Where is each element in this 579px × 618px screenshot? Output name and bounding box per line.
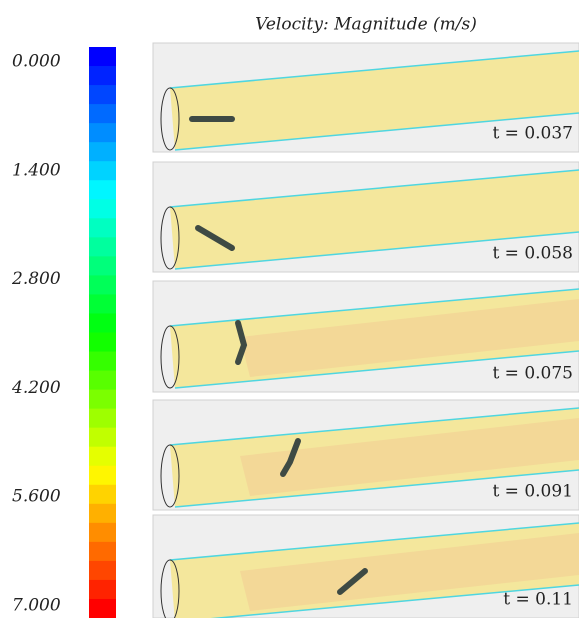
colorbar-segment — [89, 522, 116, 543]
pipe-edge — [174, 350, 579, 389]
colorbar-segment — [89, 465, 116, 486]
panels: t = 0.037 t = 0.058 t = 0.075 t = 0.091 t = … — [152, 42, 579, 618]
colorbar-segment — [89, 237, 116, 257]
pipe-edge — [169, 407, 579, 446]
pipe-edge — [174, 469, 579, 508]
colorbar-segment — [89, 408, 116, 429]
colorbar-tick-label: 2.800 — [11, 269, 61, 289]
time-label: t = 0.058 — [492, 244, 573, 264]
particle — [195, 225, 235, 251]
figure-title: Velocity: Magnitude (m/s) — [255, 15, 477, 35]
time-label: t = 0.037 — [492, 124, 573, 144]
colorbar-segment — [89, 256, 116, 276]
particle — [235, 320, 248, 365]
pipe-edge — [174, 231, 579, 270]
colorbar-segment — [89, 332, 116, 353]
flow-wake — [240, 418, 579, 496]
panel: t = 0.11 — [152, 514, 579, 618]
pipe-inlet — [160, 325, 180, 389]
colorbar-segment — [89, 104, 116, 124]
colorbar: 0.000 1.400 2.800 4.200 5.600 7.000 — [11, 47, 116, 618]
panel: t = 0.075 — [152, 280, 579, 393]
flow-wake — [240, 533, 579, 611]
colorbar-segment — [89, 66, 116, 86]
colorbar-segment — [89, 199, 116, 219]
colorbar-segment — [89, 47, 116, 67]
colorbar-tick-label: 1.400 — [12, 160, 61, 180]
colorbar-segment — [89, 142, 116, 162]
colorbar-segment — [89, 351, 116, 372]
pipe-inlet — [160, 559, 180, 618]
time-label: t = 0.091 — [492, 482, 573, 502]
pipe — [170, 170, 579, 269]
time-label: t = 0.075 — [492, 364, 573, 384]
colorbar-segment — [89, 427, 116, 448]
colorbar-segment — [89, 598, 116, 618]
pipe — [170, 51, 579, 150]
colorbar-segment — [89, 503, 116, 524]
flow-wake — [240, 299, 579, 377]
panel: t = 0.037 — [152, 42, 579, 153]
pipe-edge — [174, 112, 579, 151]
pipe-inlet — [160, 206, 180, 270]
pipe-edge — [169, 522, 579, 561]
colorbar-segment — [89, 161, 116, 181]
pipe-inlet — [160, 444, 180, 508]
colorbar-segment — [89, 313, 116, 333]
pipe-inlet — [160, 87, 180, 151]
colorbar-segment — [89, 85, 116, 105]
colorbar-tick-label: 7.000 — [12, 596, 61, 616]
pipe-edge — [210, 584, 579, 618]
particle — [280, 438, 301, 477]
pipe-edge — [169, 50, 579, 89]
pipe-edge — [169, 288, 579, 327]
colorbar-segment — [89, 370, 116, 391]
colorbar-segment — [89, 541, 116, 562]
panel: t = 0.058 — [152, 161, 579, 273]
colorbar-segment — [89, 294, 116, 314]
colorbar-segment — [89, 484, 116, 505]
colorbar-tick-label: 0.000 — [12, 52, 61, 72]
colorbar-segment — [89, 275, 116, 295]
colorbar-segment — [89, 446, 116, 467]
colorbar-segment — [89, 389, 116, 410]
colorbar-segment — [89, 579, 116, 600]
particle — [337, 568, 368, 595]
colorbar-tick-label: 4.200 — [11, 378, 61, 398]
colorbar-tick-label: 5.600 — [12, 487, 61, 507]
colorbar-segment — [89, 180, 116, 200]
panel: t = 0.091 — [152, 399, 579, 511]
colorbar-segment — [89, 560, 116, 581]
time-label: t = 0.11 — [503, 590, 573, 610]
colorbar-segment — [89, 123, 116, 143]
colorbar-segment — [89, 218, 116, 238]
pipe-edge — [169, 169, 579, 208]
